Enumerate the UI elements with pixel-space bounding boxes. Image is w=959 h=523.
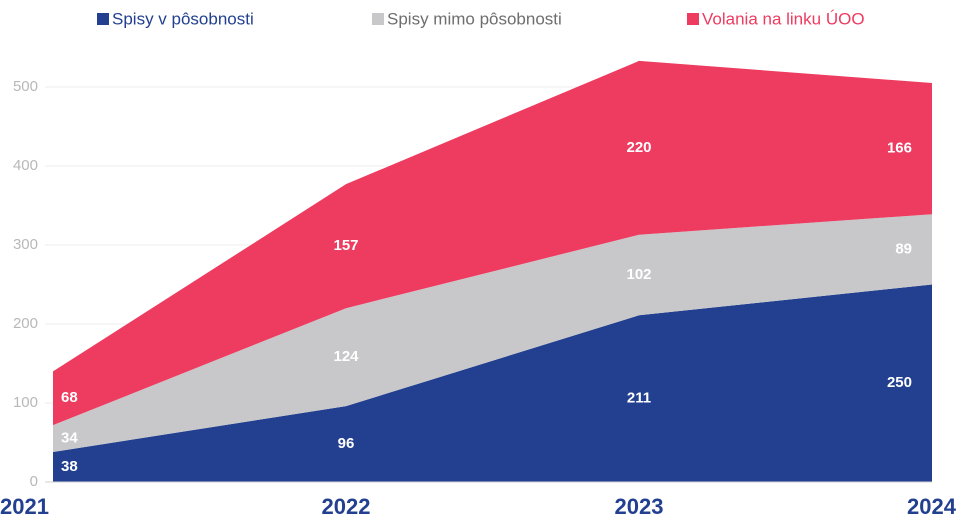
data-label: 89 — [895, 240, 912, 257]
legend-label: Volania na linku ÚOO — [702, 9, 865, 28]
data-label: 68 — [61, 389, 78, 406]
area — [53, 60, 932, 426]
data-label: 211 — [627, 390, 651, 407]
data-label: 157 — [333, 237, 358, 254]
legend-swatch — [372, 13, 384, 25]
legend-swatch — [97, 13, 109, 25]
data-label: 38 — [61, 458, 78, 475]
data-label: 166 — [887, 140, 912, 157]
data-label: 124 — [333, 348, 359, 365]
legend-swatch — [687, 13, 699, 25]
area — [53, 214, 932, 452]
data-label: 250 — [887, 374, 912, 391]
data-label: 102 — [626, 266, 651, 283]
y-tick-label: 300 — [13, 236, 38, 253]
y-tick-label: 500 — [13, 78, 38, 95]
y-tick-label: 0 — [30, 473, 38, 490]
data-label: 34 — [61, 430, 78, 447]
y-tick-label: 200 — [13, 315, 38, 332]
data-label: 220 — [626, 139, 651, 156]
x-tick-label: 2023 — [615, 494, 664, 519]
y-tick-label: 400 — [13, 157, 38, 174]
data-label: 96 — [338, 435, 355, 452]
x-tick-label: 2022 — [322, 494, 371, 519]
x-tick-label: 2021 — [0, 494, 49, 519]
y-tick-label: 100 — [13, 394, 38, 411]
area — [53, 284, 932, 482]
x-tick-label: 2024 — [907, 494, 957, 519]
legend-label: Spisy mimo pôsobnosti — [387, 9, 562, 28]
legend-label: Spisy v pôsobnosti — [112, 9, 254, 28]
